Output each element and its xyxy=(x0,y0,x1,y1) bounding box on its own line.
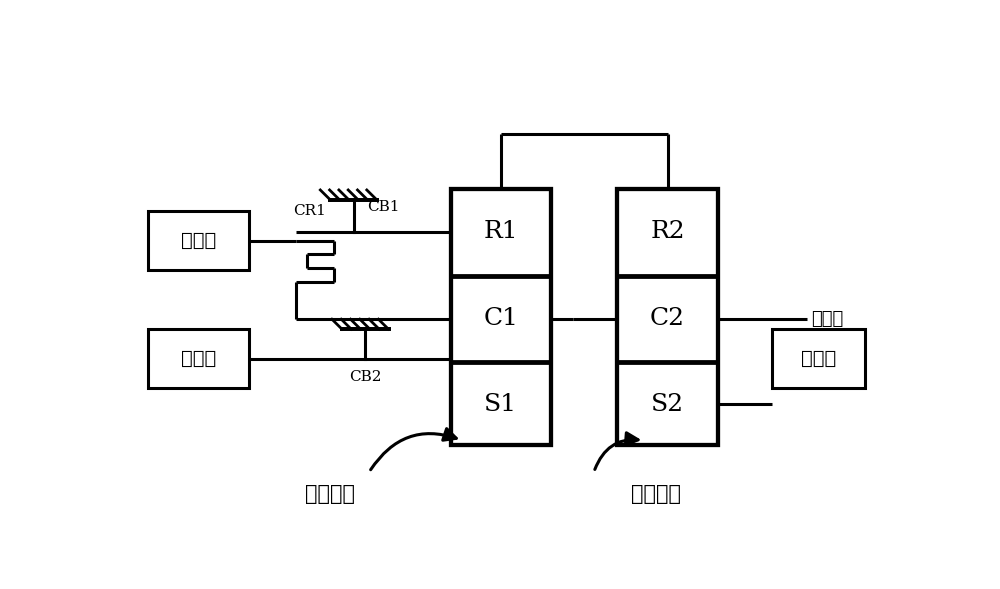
Bar xyxy=(450,188,551,445)
Bar xyxy=(772,329,865,388)
Text: 发电机: 发电机 xyxy=(181,350,216,368)
FancyArrowPatch shape xyxy=(595,433,638,469)
Text: 电动机: 电动机 xyxy=(801,350,836,368)
FancyArrowPatch shape xyxy=(371,429,456,470)
Text: CR1: CR1 xyxy=(293,204,326,219)
Bar xyxy=(450,277,551,361)
Bar xyxy=(450,363,551,445)
Bar xyxy=(617,277,718,361)
Bar xyxy=(617,188,718,274)
Text: CB1: CB1 xyxy=(367,200,399,214)
Text: R1: R1 xyxy=(484,220,518,243)
Bar xyxy=(148,211,249,270)
Text: 前行星排: 前行星排 xyxy=(305,485,355,504)
Bar xyxy=(148,329,249,388)
Bar xyxy=(450,188,551,274)
Text: R2: R2 xyxy=(650,220,685,243)
Text: 输出轴: 输出轴 xyxy=(811,310,843,328)
Bar xyxy=(617,363,718,445)
Bar xyxy=(617,188,718,445)
Text: S2: S2 xyxy=(651,392,684,415)
Text: 后行星排: 后行星排 xyxy=(631,485,681,504)
Text: 发动机: 发动机 xyxy=(181,231,216,250)
Text: C2: C2 xyxy=(650,307,685,330)
Text: CB2: CB2 xyxy=(349,370,382,384)
Text: C1: C1 xyxy=(483,307,518,330)
Text: S1: S1 xyxy=(484,392,517,415)
